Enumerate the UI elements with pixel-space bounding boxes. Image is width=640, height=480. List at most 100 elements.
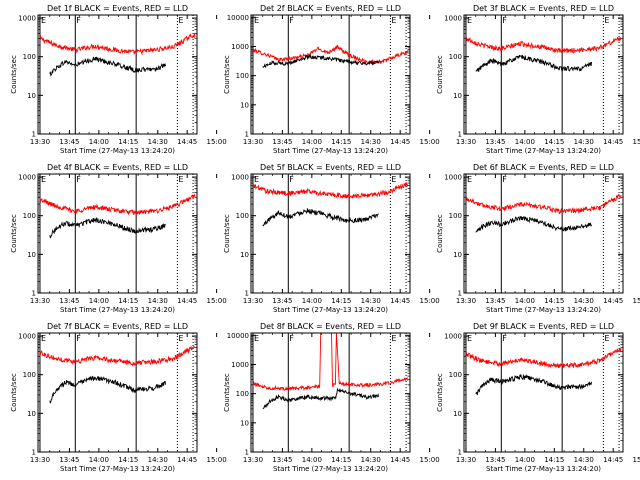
- series-line-events: [49, 217, 166, 239]
- x-tick-label: 14:30: [361, 297, 381, 305]
- x-tick-label: 13:45: [272, 456, 292, 464]
- x-tick-label: 15:00: [633, 456, 640, 464]
- plot-frame: [463, 14, 624, 135]
- panel-title: Det 6f BLACK = Events, RED = LLD: [473, 163, 614, 172]
- x-axis-label: Start Time (27-May-13 13:24:20): [60, 465, 175, 473]
- time-marker-label: E: [178, 16, 183, 25]
- series-line-events: [262, 53, 380, 69]
- x-tick-label: 14:00: [515, 138, 535, 146]
- plot-frame: [37, 173, 198, 294]
- series-line-events: [49, 56, 167, 77]
- y-tick-label: 10000: [227, 14, 249, 22]
- y-tick-label: 100: [236, 212, 249, 220]
- x-tick-label: 14:00: [302, 138, 322, 146]
- time-marker-label: F: [76, 175, 81, 184]
- y-tick-label: 1: [32, 290, 36, 298]
- series-line-events: [262, 387, 380, 410]
- time-marker-label: E: [391, 175, 396, 184]
- y-tick-label: 1000: [18, 174, 36, 182]
- x-tick-label: 13:45: [272, 138, 292, 146]
- y-tick-label: 10: [453, 410, 462, 418]
- x-tick-label: 14:45: [603, 297, 623, 305]
- x-axis-label: Start Time (27-May-13 13:24:20): [273, 306, 388, 314]
- y-axis-label: Counts/sec: [223, 55, 231, 94]
- panel-title: Det 8f BLACK = Events, RED = LLD: [260, 322, 401, 331]
- time-marker-label: E: [254, 334, 259, 343]
- x-axis-label: Start Time (27-May-13 13:24:20): [486, 147, 601, 155]
- y-tick-label: 10: [240, 251, 249, 259]
- x-tick-label: 13:30: [30, 297, 50, 305]
- y-tick-label: 10: [27, 410, 36, 418]
- x-tick-label: 13:45: [485, 138, 505, 146]
- time-marker-label: F: [76, 334, 81, 343]
- y-tick-label: 100: [23, 371, 36, 379]
- x-axis-label: Start Time (27-May-13 13:24:20): [60, 147, 175, 155]
- x-tick-label: 15:00: [633, 138, 640, 146]
- x-axis-label: Start Time (27-May-13 13:24:20): [486, 306, 601, 314]
- x-tick-label: 13:30: [30, 456, 50, 464]
- x-tick-label: 13:30: [456, 297, 476, 305]
- series-line-events: [475, 215, 592, 233]
- time-marker-label: E: [391, 16, 396, 25]
- y-tick-label: 10: [453, 251, 462, 259]
- x-tick-label: 15:00: [207, 297, 227, 305]
- x-tick-label: 14:15: [544, 138, 564, 146]
- x-tick-label: 13:45: [59, 138, 79, 146]
- y-tick-label: 100: [449, 371, 462, 379]
- x-tick-label: 14:00: [89, 297, 109, 305]
- plot-frame: [463, 173, 624, 294]
- x-axis-label: Start Time (27-May-13 13:24:20): [486, 465, 601, 473]
- x-tick-label: 15:00: [420, 456, 440, 464]
- panel-7: Det 7f BLACK = Events, RED = LLD 1 10 100 10…: [10, 322, 227, 473]
- panel-title: Det 1f BLACK = Events, RED = LLD: [47, 4, 188, 13]
- panel-4: Det 4f BLACK = Events, RED = LLD 1 10 100 10…: [10, 163, 227, 314]
- panel-title: Det 2f BLACK = Events, RED = LLD: [260, 4, 401, 13]
- time-marker-label: E: [467, 16, 472, 25]
- y-tick-label: 1: [32, 131, 36, 139]
- series-line-lld: [39, 33, 196, 56]
- panel-5: Det 5f BLACK = Events, RED = LLD 1 10 100 10…: [223, 163, 440, 314]
- y-tick-label: 10: [27, 251, 36, 259]
- y-tick-label: 1: [245, 449, 249, 457]
- y-tick-label: 1000: [444, 15, 462, 23]
- time-marker-label: F: [76, 16, 81, 25]
- time-marker-label: E: [254, 175, 259, 184]
- time-marker-label: E: [604, 334, 609, 343]
- x-tick-label: 14:15: [544, 297, 564, 305]
- y-tick-label: 10000: [227, 332, 249, 340]
- series-line-lld: [465, 347, 622, 369]
- x-tick-label: 14:30: [361, 138, 381, 146]
- time-marker-label: E: [604, 175, 609, 184]
- y-tick-label: 10: [240, 101, 249, 109]
- x-tick-label: 14:15: [118, 138, 138, 146]
- plot-frame: [250, 332, 411, 453]
- time-marker-label: E: [467, 334, 472, 343]
- x-tick-label: 14:00: [515, 297, 535, 305]
- y-tick-label: 100: [23, 212, 36, 220]
- y-axis-label: Counts/sec: [436, 55, 444, 94]
- panel-title: Det 7f BLACK = Events, RED = LLD: [47, 322, 188, 331]
- plot-frame: [463, 332, 624, 453]
- x-tick-label: 13:45: [485, 456, 505, 464]
- x-tick-label: 14:45: [390, 138, 410, 146]
- x-tick-label: 15:00: [420, 138, 440, 146]
- y-axis-label: Counts/sec: [10, 373, 18, 412]
- series-line-lld: [39, 345, 196, 367]
- series-line-lld: [252, 182, 409, 200]
- x-tick-label: 13:30: [456, 456, 476, 464]
- x-tick-label: 13:30: [243, 456, 263, 464]
- x-tick-label: 14:45: [177, 456, 197, 464]
- y-tick-label: 1: [458, 290, 462, 298]
- series-line-lld: [466, 36, 622, 54]
- series-line-events: [262, 208, 379, 227]
- x-tick-label: 14:15: [331, 456, 351, 464]
- x-tick-label: 14:30: [574, 138, 594, 146]
- y-tick-label: 10: [240, 419, 249, 427]
- y-axis-label: Counts/sec: [223, 214, 231, 253]
- x-tick-label: 14:15: [544, 456, 564, 464]
- plot-frame: [37, 332, 198, 453]
- x-axis-label: Start Time (27-May-13 13:24:20): [60, 306, 175, 314]
- x-tick-label: 14:45: [177, 297, 197, 305]
- y-tick-label: 1: [458, 131, 462, 139]
- y-tick-label: 1: [245, 131, 249, 139]
